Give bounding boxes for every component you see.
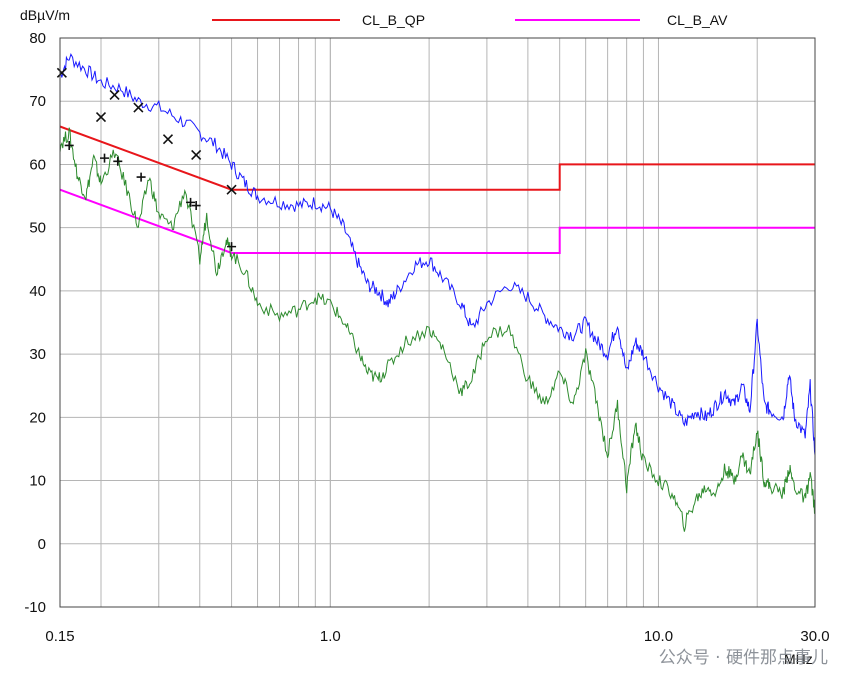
x-tick-label: 0.15 [45, 628, 74, 645]
qp-marker [226, 184, 237, 195]
measurement-traces [59, 53, 816, 532]
trace-peak [59, 53, 816, 456]
legend-label-qp: CL_B_QP [362, 12, 425, 28]
y-tick-label: 40 [29, 283, 46, 300]
grid-lines [60, 37, 816, 608]
y-tick-label: 60 [29, 156, 46, 173]
limit-lines [59, 125, 815, 254]
qp-marker [95, 111, 107, 123]
av-marker [100, 153, 110, 163]
qp-marker [191, 149, 202, 161]
av-marker [64, 140, 74, 150]
av-marker [227, 242, 237, 252]
y-tick-label: 0 [38, 536, 46, 553]
legend: CL_B_QP CL_B_AV [212, 12, 728, 28]
y-tick-label: 20 [29, 409, 46, 426]
watermark-text: 公众号 · 硬件那点事儿 [658, 648, 828, 668]
av-marker [186, 197, 196, 207]
av-marker [136, 172, 146, 182]
x-axis-label: MHz [784, 651, 813, 667]
data-markers [56, 67, 237, 252]
plot-frame [59, 37, 816, 608]
trace-average [59, 127, 816, 532]
y-tick-label: 10 [29, 473, 46, 490]
av-marker [191, 201, 201, 211]
qp-marker [162, 134, 174, 145]
x-tick-label: 10.0 [644, 628, 673, 645]
x-tick-label: 30.0 [800, 628, 829, 645]
limit-line-qp [59, 125, 815, 191]
av-marker [113, 156, 123, 166]
qp-marker [109, 89, 120, 100]
y-tick-label: 30 [29, 346, 46, 363]
y-tick-label: -10 [24, 599, 46, 616]
y-axis-label: dBµV/m [20, 7, 70, 23]
qp-marker [133, 102, 144, 113]
axis-tick-labels: 80 70 60 50 40 30 20 10 0 -10 0.15 1.0 10.0 30.0 [24, 30, 829, 645]
limit-line-av [59, 188, 815, 254]
legend-label-av: CL_B_AV [667, 12, 728, 28]
y-tick-label: 50 [29, 220, 46, 237]
qp-marker [56, 67, 67, 78]
x-tick-label: 1.0 [320, 628, 341, 645]
y-tick-label: 70 [29, 93, 46, 110]
y-tick-label: 80 [29, 30, 46, 47]
